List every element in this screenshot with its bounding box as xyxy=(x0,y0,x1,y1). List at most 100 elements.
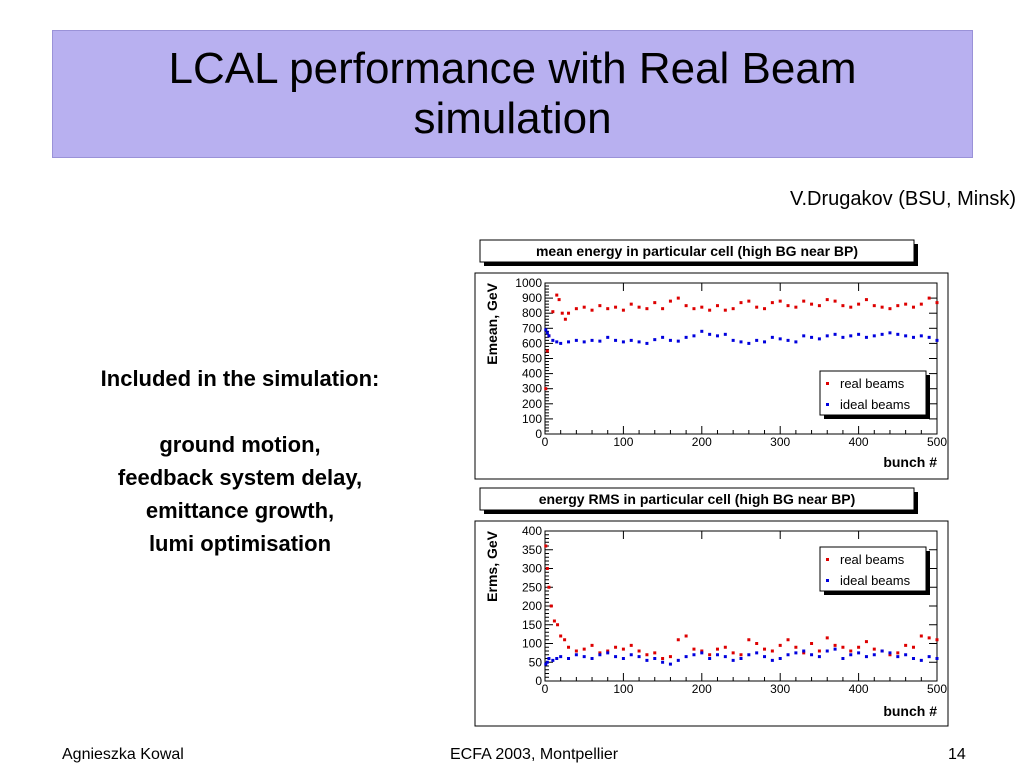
x-tick-label: 0 xyxy=(542,682,549,696)
data-point xyxy=(786,338,790,342)
data-point xyxy=(598,653,602,657)
data-point xyxy=(676,658,680,662)
data-point xyxy=(919,302,923,306)
data-point xyxy=(582,340,586,344)
data-point xyxy=(896,304,900,308)
data-point xyxy=(637,305,641,309)
data-point xyxy=(731,338,735,342)
data-point xyxy=(911,645,915,649)
data-point xyxy=(731,307,735,311)
data-point xyxy=(545,567,549,570)
data-point xyxy=(621,340,625,344)
data-point xyxy=(825,334,829,338)
data-point xyxy=(755,305,759,309)
data-point xyxy=(904,653,908,657)
data-point xyxy=(833,643,837,647)
data-point xyxy=(661,335,665,339)
data-point xyxy=(692,307,696,311)
slide-title: LCAL performance with Real Beam simulati… xyxy=(168,44,857,143)
intro-line: lumi optimisation xyxy=(148,531,332,556)
data-point xyxy=(653,301,657,305)
data-point xyxy=(684,655,688,659)
data-point xyxy=(606,307,610,311)
simulation-summary: Included in the simulation: ground motio… xyxy=(40,362,440,560)
y-axis-title: Emean, GeV xyxy=(484,282,500,364)
data-point xyxy=(653,657,657,660)
data-point xyxy=(817,655,821,659)
data-point xyxy=(864,655,868,659)
data-point xyxy=(896,332,900,336)
data-point xyxy=(935,338,939,342)
data-point xyxy=(841,304,845,308)
data-point xyxy=(786,653,790,657)
x-tick-label: 400 xyxy=(849,682,869,696)
data-point xyxy=(574,649,578,653)
data-point xyxy=(919,658,923,662)
data-point xyxy=(555,293,559,297)
data-point xyxy=(551,310,555,314)
data-point xyxy=(778,299,782,303)
data-point xyxy=(888,307,892,311)
legend-marker xyxy=(826,558,829,561)
data-point xyxy=(927,296,931,300)
data-point xyxy=(872,653,876,657)
y-tick-label: 200 xyxy=(522,397,542,411)
footer-presenter: Agnieszka Kowal xyxy=(62,746,184,763)
x-tick-label: 500 xyxy=(927,682,947,696)
data-point xyxy=(700,329,704,333)
data-point xyxy=(880,332,884,336)
data-point xyxy=(567,311,571,315)
data-point xyxy=(849,649,853,653)
y-tick-label: 100 xyxy=(522,412,542,426)
data-point xyxy=(763,647,767,651)
data-point xyxy=(582,647,586,651)
legend-box xyxy=(819,546,927,592)
data-point xyxy=(676,638,680,642)
y-tick-label: 200 xyxy=(522,599,542,613)
data-point xyxy=(755,642,759,645)
data-point xyxy=(684,304,688,308)
data-point xyxy=(794,645,798,649)
data-point xyxy=(911,305,915,309)
data-point xyxy=(739,653,743,657)
data-point xyxy=(715,653,719,657)
y-tick-label: 600 xyxy=(522,336,542,350)
data-point xyxy=(614,655,618,659)
data-point xyxy=(708,332,712,336)
data-point xyxy=(545,349,549,353)
data-point xyxy=(802,299,806,303)
data-point xyxy=(763,655,767,659)
data-point xyxy=(661,657,665,660)
data-point xyxy=(731,658,735,662)
data-point xyxy=(864,298,868,302)
data-point xyxy=(896,655,900,659)
data-point xyxy=(747,653,751,657)
author-credit: V.Drugakov (BSU, Minsk) xyxy=(790,188,1016,210)
x-tick-label: 0 xyxy=(542,435,549,449)
data-point xyxy=(770,658,774,662)
data-point xyxy=(927,636,931,640)
chart-title: energy RMS in particular cell (high BG n… xyxy=(539,491,856,507)
data-point xyxy=(559,341,563,345)
data-point xyxy=(544,387,548,391)
data-point xyxy=(545,660,549,664)
data-point xyxy=(606,651,610,655)
data-point xyxy=(810,335,814,339)
data-point xyxy=(676,339,680,343)
data-point xyxy=(810,653,814,657)
data-point xyxy=(802,651,806,655)
data-point xyxy=(817,304,821,308)
legend-label: ideal beams xyxy=(840,397,911,412)
data-point xyxy=(786,304,790,308)
data-point xyxy=(770,301,774,305)
data-point xyxy=(778,337,782,341)
data-point xyxy=(559,655,563,659)
legend-marker xyxy=(826,579,829,582)
data-point xyxy=(692,334,696,338)
data-point xyxy=(763,307,767,311)
data-point xyxy=(872,647,876,651)
intro-line: emittance growth, xyxy=(145,498,335,523)
data-point xyxy=(723,655,727,659)
data-point xyxy=(739,657,743,660)
data-point xyxy=(723,308,727,312)
